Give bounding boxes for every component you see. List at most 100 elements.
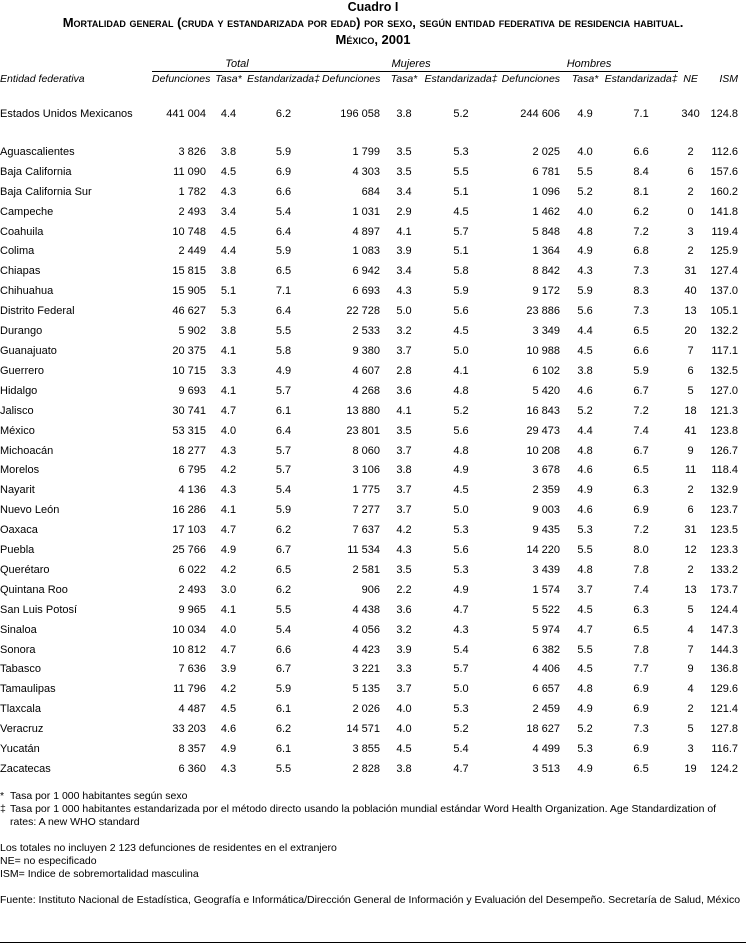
cell: 5.3 xyxy=(453,145,469,158)
row-label: Baja California xyxy=(0,165,72,178)
cell: 9 380 xyxy=(352,344,381,357)
cell: 4 xyxy=(687,623,694,636)
cell: 4.9 xyxy=(275,364,292,377)
cell: 144.3 xyxy=(710,643,739,656)
cell: 126.7 xyxy=(710,444,739,457)
cell: 5.2 xyxy=(577,723,593,736)
cell: 4 607 xyxy=(352,364,381,377)
cell: 4.3 xyxy=(220,484,237,497)
cell: 5.3 xyxy=(453,703,469,716)
cell: 136.8 xyxy=(710,663,739,676)
cell: 3.9 xyxy=(396,245,412,258)
cell: 125.9 xyxy=(710,245,739,258)
cell: 2 xyxy=(687,245,694,258)
cell: 6 xyxy=(687,364,694,377)
cell: 906 xyxy=(361,583,381,596)
cell: 46 627 xyxy=(172,305,206,318)
cell: 4.7 xyxy=(220,404,237,417)
cell: 3.7 xyxy=(396,504,412,517)
cell: 0 xyxy=(687,205,694,218)
cell: 4.9 xyxy=(220,544,237,557)
cell: 6.1 xyxy=(275,743,292,756)
cell: 6 693 xyxy=(352,285,381,298)
cell: 13 xyxy=(684,305,697,318)
cell: 13 xyxy=(684,583,697,596)
cell: 4.3 xyxy=(453,623,469,636)
cell: 6 781 xyxy=(532,165,561,178)
cell: 5.9 xyxy=(275,683,292,696)
cell: 5 xyxy=(687,603,694,616)
cell: 4.4 xyxy=(577,424,593,437)
cell: 127.4 xyxy=(710,265,739,278)
cell: 7.1 xyxy=(275,285,292,298)
cell: 8 357 xyxy=(178,743,206,756)
cell: 5.0 xyxy=(453,683,469,696)
cell: 4.1 xyxy=(453,364,469,377)
cell: 11 534 xyxy=(347,544,381,557)
table-row: Distrito Federal 46 627 5.3 6.4 22 728 5.0 5.6… xyxy=(0,302,744,322)
table-row: Coahuila 10 748 4.5 6.4 4 897 4.1 5.7 5 848 4.8 7… xyxy=(0,223,744,243)
cell: 3 221 xyxy=(352,663,381,676)
cell: 5.4 xyxy=(453,743,469,756)
data-table: Total Mujeres Hombres Entidad federativa Def… xyxy=(0,58,744,780)
cell: 6 795 xyxy=(178,464,206,477)
cell: 5.9 xyxy=(275,245,292,258)
cell: 5.2 xyxy=(453,723,469,736)
table-row: Morelos 6 795 4.2 5.7 3 106 3.8 4.9 3 678 4.6 6.5… xyxy=(0,461,744,481)
cell: 5.3 xyxy=(453,563,469,576)
cell: 8.4 xyxy=(633,165,649,178)
cell: 441 004 xyxy=(166,108,206,120)
cell: 5.9 xyxy=(633,364,649,377)
cell: 132.5 xyxy=(710,364,739,377)
cell: 4.3 xyxy=(577,265,593,278)
cell: 6.4 xyxy=(275,305,292,318)
group-header: Mujeres xyxy=(322,58,501,72)
table-row: Tabasco 7 636 3.9 6.7 3 221 3.3 5.7 4 406 4.5 7.7… xyxy=(0,660,744,680)
cell: 1 364 xyxy=(532,245,561,258)
cell: 112.6 xyxy=(711,145,739,158)
cell: 4.3 xyxy=(396,544,412,557)
cell: 6.5 xyxy=(633,623,649,636)
cell: 124.8 xyxy=(710,108,739,120)
cell: 4.9 xyxy=(453,464,469,477)
footnote: * Tasa por 1 000 habitantes según sexo xyxy=(0,790,744,803)
cell: 4.6 xyxy=(577,504,593,517)
cell: 3.4 xyxy=(396,265,412,278)
cell: 5 902 xyxy=(178,325,206,338)
group-header-row: Total Mujeres Hombres xyxy=(0,58,744,72)
cell: 4.5 xyxy=(220,225,237,238)
table-row: Campeche 2 493 3.4 5.4 1 031 2.9 4.5 1 462 4.0 6.… xyxy=(0,203,744,223)
row-label: Sonora xyxy=(0,643,36,656)
cell: 7 636 xyxy=(178,663,206,676)
cell: 147.3 xyxy=(710,623,739,636)
cell: 1 574 xyxy=(532,583,561,596)
cell: 7 xyxy=(687,643,694,656)
cell: 5 974 xyxy=(532,623,561,636)
cell: 6.2 xyxy=(275,723,292,736)
cell: 4.8 xyxy=(453,444,469,457)
cell: 6.9 xyxy=(633,504,649,517)
cell: 5.7 xyxy=(275,384,292,397)
cell: 124.2 xyxy=(710,763,739,775)
cell: 2 533 xyxy=(352,325,381,338)
cell: 5 135 xyxy=(352,683,381,696)
cell: 13 880 xyxy=(346,404,381,417)
table-label: Cuadro I xyxy=(347,0,399,14)
note: NE= no especificado xyxy=(0,855,97,867)
spacer xyxy=(0,125,744,143)
cell: 4.7 xyxy=(220,524,237,537)
cell: 1 096 xyxy=(532,185,561,198)
cell: 4 487 xyxy=(178,703,206,716)
cell: 10 988 xyxy=(526,344,561,357)
cell: 4 423 xyxy=(352,643,381,656)
cell: 4.0 xyxy=(220,424,237,437)
column-header: Estandarizada‡ xyxy=(424,73,498,85)
cell: 4.6 xyxy=(577,384,593,397)
cell: 2 493 xyxy=(178,205,206,218)
row-label: Morelos xyxy=(0,464,40,477)
table-row: Colima 2 449 4.4 5.9 1 083 3.9 5.1 1 364 4.9 6.8 2… xyxy=(0,242,744,262)
cell: 5.3 xyxy=(577,743,593,756)
cell: 5.9 xyxy=(275,145,292,158)
cell: 3.7 xyxy=(396,444,412,457)
